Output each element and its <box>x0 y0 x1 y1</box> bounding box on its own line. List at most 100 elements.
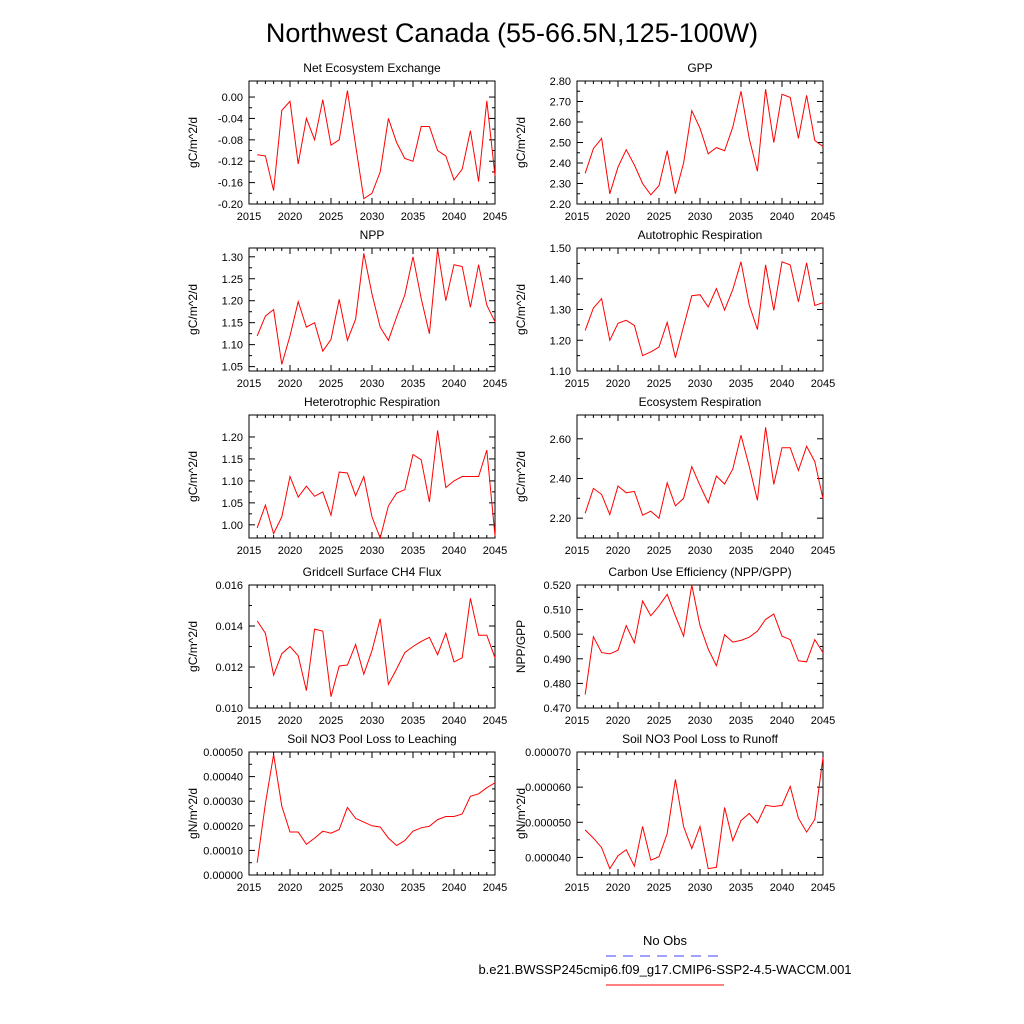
x-tick-label: 2020 <box>278 545 302 557</box>
y-tick-label: 2.80 <box>550 76 571 88</box>
y-tick-label: 2.50 <box>550 138 571 150</box>
y-tick-label: 0.012 <box>215 662 243 674</box>
panel-title: Heterotrophic Respiration <box>304 395 440 409</box>
x-tick-label: 2035 <box>401 211 425 223</box>
y-tick-label: 0.00050 <box>203 747 243 759</box>
y-tick-label: 0.490 <box>543 654 571 666</box>
x-tick-label: 2030 <box>688 211 712 223</box>
series-line <box>584 427 824 520</box>
chart-panel-8: Carbon Use Efficiency (NPP/GPP) 2015 2020 2… <box>514 565 835 727</box>
series-line <box>256 248 496 365</box>
x-tick-label: 2020 <box>606 378 630 390</box>
series-line <box>584 89 824 196</box>
y-axis-label: gN/m^2/d <box>186 788 200 839</box>
x-tick-label: 2040 <box>770 545 794 557</box>
x-tick-label: 2030 <box>360 715 384 727</box>
chart-panel-7: Gridcell Surface CH4 Flux 2015 2020 2025 203… <box>186 565 507 727</box>
x-tick-label: 2030 <box>360 211 384 223</box>
x-tick-label: 2045 <box>811 545 835 557</box>
y-tick-label: -0.08 <box>218 135 243 147</box>
x-tick-label: 2015 <box>565 378 589 390</box>
y-tick-label: 0.000060 <box>525 782 571 794</box>
x-tick-label: 2035 <box>401 715 425 727</box>
panel-grid: Net Ecosystem Exchange 2015 2020 2025 2030 20… <box>186 61 835 894</box>
x-tick-label: 2020 <box>606 882 630 894</box>
panel-title: Net Ecosystem Exchange <box>303 61 441 75</box>
plot-frame <box>248 414 496 539</box>
x-tick-label: 2025 <box>319 715 343 727</box>
y-axis-label: gC/m^2/d <box>186 621 200 672</box>
y-tick-label: 0.470 <box>543 703 571 715</box>
x-tick-label: 2020 <box>278 211 302 223</box>
x-tick-label: 2045 <box>483 211 507 223</box>
x-tick-label: 2040 <box>442 211 466 223</box>
plot-frame <box>248 751 496 876</box>
x-tick-label: 2035 <box>729 882 753 894</box>
plot-frame <box>576 414 824 539</box>
y-axis-label: gC/m^2/d <box>514 117 528 168</box>
x-tick-label: 2025 <box>647 715 671 727</box>
x-tick-label: 2040 <box>442 882 466 894</box>
x-tick-label: 2045 <box>811 715 835 727</box>
x-tick-label: 2040 <box>770 378 794 390</box>
y-tick-label: 0.014 <box>215 621 243 633</box>
x-tick-label: 2040 <box>442 545 466 557</box>
series-line <box>256 598 496 697</box>
chart-panel-4: Autotrophic Respiration 2015 2020 2025 2030 2… <box>514 228 835 390</box>
x-tick-label: 2045 <box>483 715 507 727</box>
panel-title: Carbon Use Efficiency (NPP/GPP) <box>608 565 791 579</box>
legend-label-model-run: b.e21.BWSSP245cmip6.f09_g17.CMIP6-SSP2-4… <box>478 962 851 977</box>
x-tick-label: 2040 <box>442 715 466 727</box>
x-tick-label: 2025 <box>319 882 343 894</box>
x-tick-label: 2020 <box>606 211 630 223</box>
y-tick-label: 2.60 <box>550 434 571 446</box>
panel-title: Ecosystem Respiration <box>639 395 762 409</box>
chart-panel-2: GPP 2015 2020 2025 2030 2035 2040 2045 2.20 2.30 2… <box>514 61 835 223</box>
figure-title: Northwest Canada (55-66.5N,125-100W) <box>266 18 758 48</box>
x-tick-label: 2045 <box>483 545 507 557</box>
y-tick-label: 0.480 <box>543 678 571 690</box>
x-tick-label: 2025 <box>647 378 671 390</box>
x-tick-label: 2020 <box>606 545 630 557</box>
panel-title: Gridcell Surface CH4 Flux <box>303 565 442 579</box>
y-tick-label: 0.520 <box>543 580 571 592</box>
x-tick-label: 2040 <box>770 882 794 894</box>
x-tick-label: 2045 <box>483 378 507 390</box>
x-tick-label: 2020 <box>278 378 302 390</box>
y-tick-label: 1.15 <box>222 454 243 466</box>
plot-frame <box>576 247 824 372</box>
y-tick-label: 1.20 <box>222 432 243 444</box>
y-tick-label: 0.510 <box>543 605 571 617</box>
y-tick-label: 2.60 <box>550 117 571 129</box>
y-tick-label: 2.30 <box>550 179 571 191</box>
x-tick-label: 2015 <box>237 882 261 894</box>
y-tick-label: 0.000070 <box>525 747 571 759</box>
y-axis-label: gC/m^2/d <box>514 451 528 502</box>
legend-label-no-obs: No Obs <box>643 933 688 948</box>
series-line <box>584 261 824 358</box>
y-tick-label: 2.20 <box>550 199 571 211</box>
y-axis-label: gC/m^2/d <box>186 284 200 335</box>
x-tick-label: 2030 <box>688 545 712 557</box>
y-tick-label: 0.00000 <box>203 870 243 882</box>
y-tick-label: 0.010 <box>215 703 243 715</box>
chart-panel-6: Ecosystem Respiration 2015 2020 2025 2030 203… <box>514 395 835 557</box>
y-tick-label: -0.16 <box>218 178 243 190</box>
x-tick-label: 2040 <box>770 715 794 727</box>
y-tick-label: 0.00020 <box>203 821 243 833</box>
legend: No Obs b.e21.BWSSP245cmip6.f09_g17.CMIP6… <box>478 933 852 986</box>
series-line <box>256 430 496 540</box>
x-tick-label: 2025 <box>647 545 671 557</box>
series-line <box>257 90 496 200</box>
panel-title: GPP <box>687 61 712 75</box>
y-axis-label: NPP/GPP <box>514 620 528 673</box>
y-tick-label: -0.20 <box>218 199 243 211</box>
y-tick-label: 2.40 <box>550 158 571 170</box>
x-tick-label: 2015 <box>237 715 261 727</box>
x-tick-label: 2045 <box>811 211 835 223</box>
x-tick-label: 2030 <box>688 882 712 894</box>
x-tick-label: 2040 <box>442 378 466 390</box>
y-tick-label: 0.00 <box>222 92 243 104</box>
y-axis-label: gC/m^2/d <box>186 451 200 502</box>
y-tick-label: 2.70 <box>550 97 571 109</box>
